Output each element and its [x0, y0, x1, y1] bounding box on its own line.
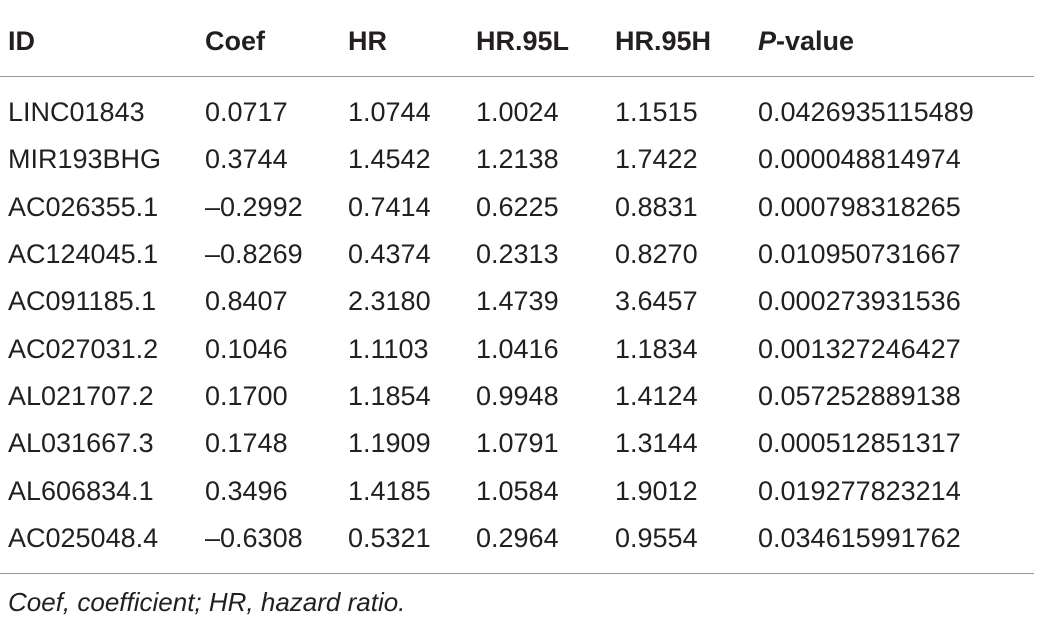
cell-hr95h: 1.9012: [615, 476, 698, 506]
table-row: AC027031.2 0.1046 1.1103 1.0416 1.1834 0…: [0, 326, 1034, 373]
cell-hr: 1.1909: [348, 428, 431, 458]
cell-hr95h: 3.6457: [615, 286, 698, 316]
cell-coef: 0.1046: [205, 334, 288, 364]
cell-id: AC124045.1: [8, 239, 159, 269]
cell-id: AC091185.1: [8, 286, 157, 316]
table-row: MIR193BHG 0.3744 1.4542 1.2138 1.7422 0.…: [0, 136, 1034, 183]
cell-hr: 1.4542: [348, 144, 431, 174]
cell-coef: 0.8407: [205, 286, 288, 316]
cell-p-value: 0.057252889138: [758, 381, 961, 411]
cell-p-value: 0.000798318265: [758, 192, 961, 222]
cell-hr: 0.7414: [348, 192, 431, 222]
cell-p-value: 0.000048814974: [758, 144, 961, 174]
header-id: ID: [8, 26, 35, 56]
table-row: AL606834.1 0.3496 1.4185 1.0584 1.9012 0…: [0, 468, 1034, 515]
cell-hr95h: 0.9554: [615, 523, 698, 553]
cell-hr: 0.4374: [348, 239, 431, 269]
cell-hr: 1.0744: [348, 97, 431, 127]
header-hr: HR: [348, 26, 387, 56]
cell-hr95l: 1.0024: [476, 97, 559, 127]
cell-hr95l: 1.2138: [476, 144, 559, 174]
cell-p-value: 0.000512851317: [758, 428, 961, 458]
cell-p-value: 0.019277823214: [758, 476, 961, 506]
cell-coef: 0.1700: [205, 381, 288, 411]
cell-hr: 1.1103: [348, 334, 429, 364]
cell-id: AC027031.2: [8, 334, 159, 364]
cell-id: AC026355.1: [8, 192, 159, 222]
cell-hr95h: 0.8270: [615, 239, 698, 269]
cell-hr95h: 1.4124: [615, 381, 698, 411]
cell-coef: 0.1748: [205, 428, 288, 458]
cell-hr95l: 1.0791: [476, 428, 559, 458]
cell-hr95l: 1.0416: [476, 334, 559, 364]
table-row: AC124045.1 –0.8269 0.4374 0.2313 0.8270 …: [0, 231, 1034, 278]
table-row: AC026355.1 –0.2992 0.7414 0.6225 0.8831 …: [0, 184, 1034, 231]
table-row: LINC01843 0.0717 1.0744 1.0024 1.1515 0.…: [0, 89, 1034, 136]
cell-hr95h: 0.8831: [615, 192, 698, 222]
cell-hr95h: 1.1515: [615, 97, 698, 127]
cell-hr: 1.4185: [348, 476, 431, 506]
cell-coef: 0.3744: [205, 144, 288, 174]
cell-coef: 0.3496: [205, 476, 288, 506]
cell-hr95h: 1.3144: [615, 428, 698, 458]
cell-id: AL606834.1: [8, 476, 154, 506]
header-rule: [0, 76, 1034, 77]
cell-hr95l: 0.2313: [476, 239, 559, 269]
cell-id: LINC01843: [8, 97, 145, 127]
cell-coef: –0.2992: [205, 192, 303, 222]
table-row: AL021707.2 0.1700 1.1854 0.9948 1.4124 0…: [0, 373, 1034, 420]
header-p-rest: -value: [776, 26, 855, 56]
cell-p-value: 0.001327246427: [758, 334, 961, 364]
cell-id: AC025048.4: [8, 523, 159, 553]
bottom-rule: [0, 573, 1034, 574]
cell-coef: –0.6308: [205, 523, 303, 553]
cell-coef: –0.8269: [205, 239, 303, 269]
cell-hr95l: 0.9948: [476, 381, 559, 411]
header-hr95h: HR.95H: [615, 26, 712, 56]
cell-hr: 0.5321: [348, 523, 431, 553]
cell-id: AL021707.2: [8, 381, 154, 411]
cell-hr: 2.3180: [348, 286, 431, 316]
cell-p-value: 0.010950731667: [758, 239, 961, 269]
cell-id: MIR193BHG: [8, 144, 162, 174]
cell-p-value: 0.000273931536: [758, 286, 961, 316]
header-coef: Coef: [205, 26, 265, 56]
cell-p-value: 0.0426935115489: [758, 97, 974, 127]
cell-hr95h: 1.7422: [615, 144, 698, 174]
header-p-italic: P: [758, 26, 777, 56]
cell-id: AL031667.3: [8, 428, 154, 458]
cell-hr95l: 1.4739: [476, 286, 559, 316]
table-row: AC091185.1 0.8407 2.3180 1.4739 3.6457 0…: [0, 278, 1034, 325]
cell-hr: 1.1854: [348, 381, 431, 411]
cell-hr95l: 1.0584: [476, 476, 559, 506]
table-header-row: ID Coef HR HR.95L HR.95H P-value: [0, 18, 1034, 65]
cell-hr95l: 0.6225: [476, 192, 559, 222]
table-row: AL031667.3 0.1748 1.1909 1.0791 1.3144 0…: [0, 420, 1034, 467]
cell-p-value: 0.034615991762: [758, 523, 961, 553]
cell-coef: 0.0717: [205, 97, 288, 127]
header-p-value: P-value: [758, 18, 854, 65]
cell-hr95h: 1.1834: [615, 334, 698, 364]
table-row: AC025048.4 –0.6308 0.5321 0.2964 0.9554 …: [0, 515, 1034, 562]
header-hr95l: HR.95L: [476, 26, 570, 56]
table-footnote: Coef, coefficient; HR, hazard ratio.: [8, 587, 406, 617]
cell-hr95l: 0.2964: [476, 523, 559, 553]
